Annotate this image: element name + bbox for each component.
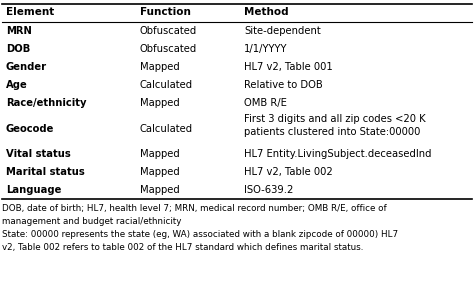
Text: Geocode: Geocode bbox=[6, 124, 54, 133]
Text: State: 00000 represents the state (eg, WA) associated with a blank zipcode of 00: State: 00000 represents the state (eg, W… bbox=[2, 230, 398, 239]
Text: HL7 v2, Table 001: HL7 v2, Table 001 bbox=[244, 62, 333, 72]
Text: Calculated: Calculated bbox=[140, 80, 193, 90]
Text: Language: Language bbox=[6, 185, 61, 195]
Text: HL7 v2, Table 002: HL7 v2, Table 002 bbox=[244, 167, 333, 177]
Text: Vital status: Vital status bbox=[6, 149, 71, 159]
Text: DOB: DOB bbox=[6, 44, 30, 54]
Text: Function: Function bbox=[140, 7, 191, 17]
Text: OMB R/E: OMB R/E bbox=[244, 98, 287, 108]
Text: Mapped: Mapped bbox=[140, 185, 180, 195]
Text: management and budget racial/ethnicity: management and budget racial/ethnicity bbox=[2, 217, 182, 226]
Text: Method: Method bbox=[244, 7, 289, 17]
Text: Age: Age bbox=[6, 80, 27, 90]
Text: First 3 digits and all zip codes <20 K
patients clustered into State:00000: First 3 digits and all zip codes <20 K p… bbox=[244, 114, 426, 137]
Text: Site-dependent: Site-dependent bbox=[244, 26, 321, 36]
Text: Relative to DOB: Relative to DOB bbox=[244, 80, 323, 90]
Text: Gender: Gender bbox=[6, 62, 47, 72]
Text: 1/1/YYYY: 1/1/YYYY bbox=[244, 44, 288, 54]
Text: Obfuscated: Obfuscated bbox=[140, 26, 197, 36]
Text: Mapped: Mapped bbox=[140, 149, 180, 159]
Text: DOB, date of birth; HL7, health level 7; MRN, medical record number; OMB R/E, of: DOB, date of birth; HL7, health level 7;… bbox=[2, 204, 387, 213]
Text: Mapped: Mapped bbox=[140, 167, 180, 177]
Text: v2, Table 002 refers to table 002 of the HL7 standard which defines marital stat: v2, Table 002 refers to table 002 of the… bbox=[2, 243, 364, 252]
Text: Obfuscated: Obfuscated bbox=[140, 44, 197, 54]
Text: Race/ethnicity: Race/ethnicity bbox=[6, 98, 86, 108]
Text: Mapped: Mapped bbox=[140, 98, 180, 108]
Text: HL7 Entity.LivingSubject.deceasedInd: HL7 Entity.LivingSubject.deceasedInd bbox=[244, 149, 432, 159]
Text: Calculated: Calculated bbox=[140, 124, 193, 133]
Text: Marital status: Marital status bbox=[6, 167, 84, 177]
Text: Element: Element bbox=[6, 7, 54, 17]
Text: Mapped: Mapped bbox=[140, 62, 180, 72]
Text: MRN: MRN bbox=[6, 26, 32, 36]
Text: ISO-639.2: ISO-639.2 bbox=[244, 185, 293, 195]
